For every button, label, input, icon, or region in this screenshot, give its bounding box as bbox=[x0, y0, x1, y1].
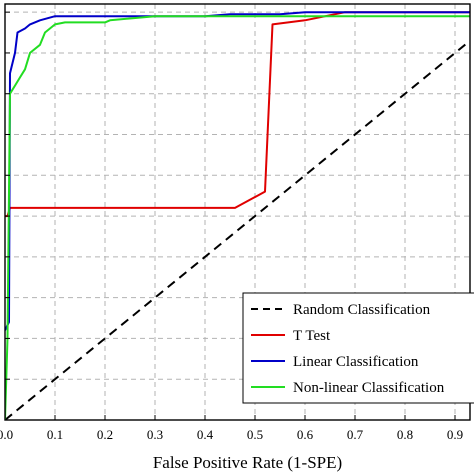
legend-label: T Test bbox=[293, 328, 331, 344]
x-tick-label: 0.6 bbox=[297, 427, 314, 442]
legend-box bbox=[242, 292, 474, 404]
series-line-non-linear-classification bbox=[5, 15, 470, 420]
plot-frame bbox=[4, 3, 471, 421]
x-tick-label: 0.5 bbox=[247, 427, 263, 442]
x-axis-label: False Positive Rate (1-SPE) bbox=[153, 453, 342, 472]
x-tick-label: 0.9 bbox=[447, 427, 463, 442]
legend-label: Random Classification bbox=[293, 302, 431, 318]
x-tick-label: 0.8 bbox=[397, 427, 413, 442]
series-line-random-classification bbox=[5, 39, 470, 420]
x-tick-label: 0.7 bbox=[347, 427, 364, 442]
x-tick-label: 0.4 bbox=[197, 427, 214, 442]
axis-ticks: 0.0 0.1 0.2 0.3 0.4 0.5 0.6 0.7 0.8 0.9 bbox=[0, 11, 463, 442]
series-lines bbox=[5, 11, 470, 420]
x-tick-label: 0.3 bbox=[147, 427, 163, 442]
legend-label: Linear Classification bbox=[293, 354, 419, 370]
legend: Random Classification T Test Linear Classi… bbox=[242, 292, 474, 404]
x-tick-label: 0.2 bbox=[97, 427, 113, 442]
series-line-linear-classification bbox=[5, 11, 470, 331]
series-line-t-test bbox=[5, 11, 470, 218]
x-tick-label: 0.1 bbox=[47, 427, 63, 442]
legend-label: Non-linear Classification bbox=[293, 380, 445, 396]
x-tick-label: 0.0 bbox=[0, 427, 13, 442]
